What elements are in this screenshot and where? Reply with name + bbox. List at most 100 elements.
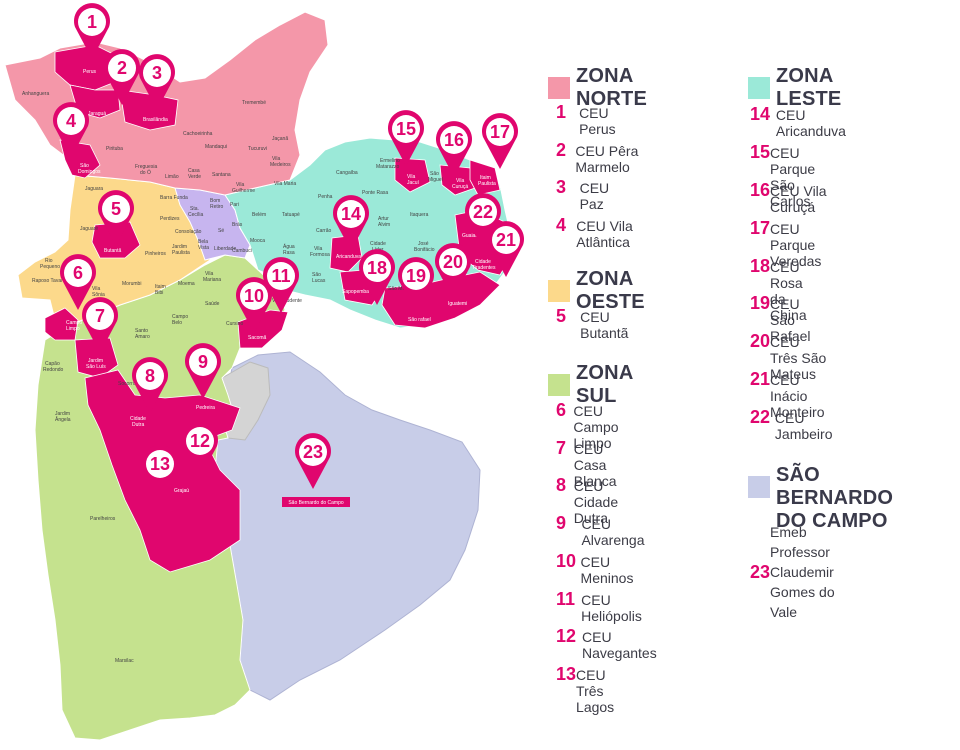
legend-item: 10 CEU Meninos [556, 551, 643, 586]
map-pin-number: 14 [341, 204, 361, 224]
svg-text:São: São [430, 171, 439, 177]
legend-item: 3 CEU Paz [556, 177, 620, 212]
svg-text:Jaguara: Jaguara [85, 186, 103, 192]
map-pin-number: 21 [496, 230, 516, 250]
map-pin-center [186, 427, 214, 455]
sbc-map-label: São Bernardo do Campo [288, 500, 344, 506]
map-pin-number: 16 [444, 130, 464, 150]
map-pin[interactable]: 3 [139, 54, 176, 110]
svg-text:Cecília: Cecília [188, 212, 204, 218]
legend-item-number: 5 [556, 306, 567, 326]
map-pin[interactable]: 18 [359, 249, 396, 305]
svg-text:Limpo: Limpo [66, 326, 80, 332]
svg-text:Butantã: Butantã [104, 248, 121, 254]
map-pin[interactable]: 16 [436, 121, 472, 177]
map-pin-number: 8 [145, 366, 155, 386]
svg-text:Artur: Artur [378, 216, 389, 222]
map-pin[interactable]: 17 [482, 113, 518, 169]
svg-text:Marsilac: Marsilac [115, 658, 134, 664]
map-pin[interactable]: 6 [59, 254, 96, 310]
svg-text:Perdizes: Perdizes [160, 216, 180, 222]
legend-item-number: 6 [556, 400, 567, 420]
map-pin[interactable]: 9 [185, 343, 222, 399]
svg-text:Cambuci: Cambuci [232, 248, 252, 254]
map-pin[interactable]: 4 [53, 102, 89, 158]
zona-norte-header: ZONA NORTE [548, 65, 647, 111]
svg-text:Carrão: Carrão [316, 228, 332, 234]
legend-item-name: CEU Vila Curuçá [770, 183, 827, 215]
map-pin-number: 13 [150, 454, 170, 474]
svg-text:Curuçá: Curuçá [452, 184, 468, 190]
map-pin[interactable]: 21 [488, 221, 524, 277]
sbc-title: SÃO BERNARDO DO CAMPO [776, 464, 893, 533]
map-pin-center [240, 282, 268, 310]
map-pin[interactable]: 12 [182, 422, 218, 478]
map-pin[interactable]: 15 [388, 110, 425, 166]
map-pin[interactable]: 19 [398, 257, 434, 313]
svg-text:Morumbi: Morumbi [122, 281, 141, 287]
svg-text:Belém: Belém [252, 212, 266, 218]
zona-oeste-header: ZONA OESTE [548, 268, 645, 314]
map-pin[interactable]: 10 [235, 277, 273, 333]
legend-item-number: 4 [556, 215, 567, 235]
legend-item-number: 23 [750, 561, 771, 582]
legend-item: 14 CEU Aricanduva [750, 104, 854, 139]
map-pin[interactable]: 7 [82, 297, 118, 353]
legend-item-name: CEU Inácio Monteiro [770, 372, 825, 420]
legend-item-number: 21 [750, 369, 771, 389]
map-pin[interactable]: 20 [435, 243, 471, 299]
map-pin-center [337, 200, 365, 228]
svg-text:Socorro: Socorro [118, 381, 136, 387]
legend-item-name: CEU Três Lagos [576, 667, 615, 715]
legend-item: 13 CEU Três Lagos [556, 664, 628, 715]
map-pin-center [392, 115, 420, 143]
legend-item-number: 10 [556, 551, 577, 571]
legend-item: 8 CEU Cidade Dutra [556, 475, 634, 526]
svg-text:Ponte Rasa: Ponte Rasa [362, 190, 388, 196]
map-pin[interactable]: 11 [263, 257, 299, 313]
map-pin-center [363, 254, 391, 282]
svg-text:Tremembé: Tremembé [242, 100, 266, 106]
svg-text:Brasilândia: Brasilândia [143, 117, 168, 123]
legend-item-number: 15 [750, 142, 771, 162]
zona-leste-swatch [748, 77, 770, 99]
legend-item-name: CEU Navegantes [582, 629, 657, 661]
legend-item: 23 Emeb Professor Claudemir Gomes do Val… [750, 522, 848, 622]
map-pin-center [189, 348, 217, 376]
svg-text:Redondo: Redondo [43, 367, 64, 373]
svg-text:Freguesia: Freguesia [135, 164, 157, 170]
svg-text:Aricanduva: Aricanduva [336, 254, 361, 260]
legend-item-name-line2: Gomes do Vale [770, 584, 835, 620]
map-pin-number: 6 [73, 263, 83, 283]
map-pin-center [136, 362, 164, 390]
district-vila-jacui [394, 157, 431, 193]
map-pin-center [86, 302, 114, 330]
map-pin[interactable]: 14 [333, 195, 369, 251]
svg-text:Miguel: Miguel [428, 177, 443, 183]
svg-text:Raposo Tavares: Raposo Tavares [32, 278, 69, 284]
svg-text:Rasa: Rasa [283, 250, 295, 256]
legend-item: 9 CEU Alvarenga [556, 513, 653, 548]
legend-item-name: CEU Alvarenga [581, 516, 645, 548]
svg-text:Medeiros: Medeiros [270, 162, 291, 168]
sbc-swatch [748, 476, 770, 498]
map-pin[interactable]: 1 [74, 3, 110, 59]
map-pin[interactable]: 13 [141, 445, 179, 501]
map-pin-number: 19 [406, 266, 426, 286]
svg-text:São Luís: São Luís [86, 364, 106, 370]
svg-text:Vila: Vila [92, 286, 100, 292]
map-pin[interactable]: 22 [465, 193, 502, 249]
svg-text:Ermelino: Ermelino [380, 158, 400, 164]
svg-text:Vila: Vila [314, 246, 322, 252]
map-pin[interactable]: 8 [132, 357, 168, 413]
svg-text:Tiradentes: Tiradentes [472, 265, 496, 271]
svg-text:Domingos: Domingos [78, 169, 101, 175]
map-pin-number: 12 [190, 431, 210, 451]
zona-norte-title: ZONA NORTE [576, 65, 647, 110]
map-pin[interactable]: 5 [98, 190, 134, 246]
svg-text:Sônia: Sônia [92, 292, 105, 298]
map-pin[interactable]: 23 [295, 433, 332, 489]
svg-text:Barra Funda: Barra Funda [160, 195, 188, 201]
legend-item: 18 CEU Rosa da China [750, 256, 821, 323]
map-pin[interactable]: 2 [104, 49, 140, 105]
